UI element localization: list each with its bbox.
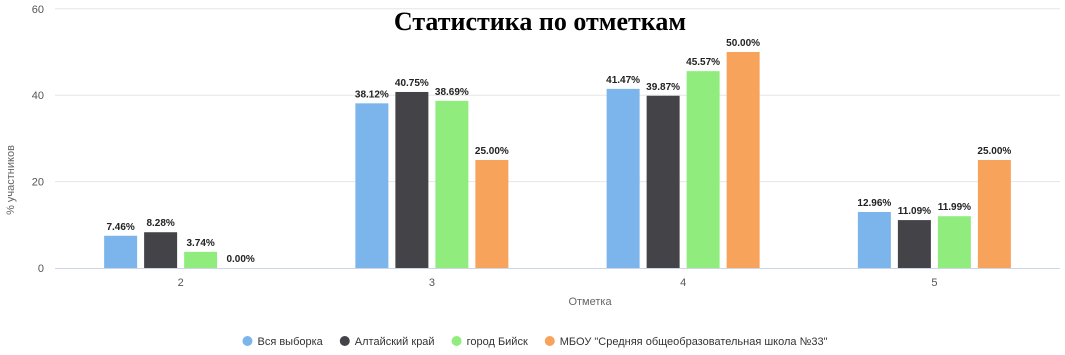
data-label: 12.96% xyxy=(857,198,891,209)
legend-marker xyxy=(339,336,350,346)
data-label: 11.99% xyxy=(938,202,971,213)
legend: Вся выборка Алтайский край город Бийск МБОУ… xyxy=(242,336,828,348)
y-axis-label: % участников xyxy=(5,145,17,215)
legend-label: Алтайский край xyxy=(355,336,435,348)
legend-label: МБОУ "Средняя общеобразовательная школа … xyxy=(560,336,828,348)
data-label: 11.09% xyxy=(898,206,931,217)
legend-item[interactable]: город Бийск xyxy=(451,336,528,348)
y-tick-label: 60 xyxy=(32,4,44,16)
bars-group xyxy=(104,52,1011,269)
bar[interactable] xyxy=(857,212,891,268)
y-tick-label: 40 xyxy=(32,90,44,102)
bar[interactable] xyxy=(355,103,389,269)
bar[interactable] xyxy=(726,52,760,268)
legend-item[interactable]: Вся выборка xyxy=(242,336,324,348)
legend-item[interactable]: Алтайский край xyxy=(339,336,435,348)
bar[interactable] xyxy=(646,95,680,268)
bar[interactable] xyxy=(606,88,640,268)
data-label: 45.57% xyxy=(686,57,720,68)
data-label: 3.74% xyxy=(186,238,214,249)
data-label: 25.00% xyxy=(977,146,1011,157)
legend-marker xyxy=(544,336,555,346)
data-labels-group: 7.46% 8.28% 3.74% 0.00% 38.12% 40.75% 38.69% 25… xyxy=(106,38,1011,265)
legend-item[interactable]: МБОУ "Средняя общеобразовательная школа … xyxy=(544,336,828,348)
x-tick-label: 4 xyxy=(680,277,686,289)
bar[interactable] xyxy=(686,71,720,268)
x-tick-label: 3 xyxy=(429,277,435,289)
data-label: 25.00% xyxy=(475,146,509,157)
data-label: 8.28% xyxy=(146,218,174,229)
y-tick-label: 0 xyxy=(38,263,44,275)
chart-title: Статистика по отметкам xyxy=(394,7,686,36)
data-label: 40.75% xyxy=(395,78,429,89)
data-label: 38.69% xyxy=(435,87,469,98)
bar[interactable] xyxy=(395,91,429,269)
y-tick-label: 20 xyxy=(32,177,44,189)
legend-marker xyxy=(451,336,462,346)
data-label: 38.12% xyxy=(355,89,389,100)
x-axis-label: Отметка xyxy=(568,296,612,308)
legend-label: Вся выборка xyxy=(257,336,323,348)
legend-label: город Бийск xyxy=(467,336,528,348)
bar[interactable] xyxy=(144,232,178,268)
bar[interactable] xyxy=(435,100,469,269)
data-label: 7.46% xyxy=(106,222,134,233)
bar[interactable] xyxy=(104,235,138,268)
bar[interactable] xyxy=(937,216,971,268)
data-label: 50.00% xyxy=(726,38,760,49)
y-axis-ticks: 0 20 40 60 xyxy=(32,4,44,275)
bar[interactable] xyxy=(184,251,218,268)
bar[interactable] xyxy=(475,160,509,268)
x-tick-label: 5 xyxy=(931,277,937,289)
bar[interactable] xyxy=(977,160,1011,268)
data-label: 39.87% xyxy=(646,82,680,93)
bar[interactable] xyxy=(897,220,931,268)
data-label: 41.47% xyxy=(606,75,640,86)
legend-marker xyxy=(242,336,253,346)
x-axis-ticks: 2 3 4 5 xyxy=(178,277,938,289)
data-label: 0.00% xyxy=(226,254,254,265)
x-tick-label: 2 xyxy=(178,277,184,289)
grid-lines xyxy=(55,8,1060,183)
